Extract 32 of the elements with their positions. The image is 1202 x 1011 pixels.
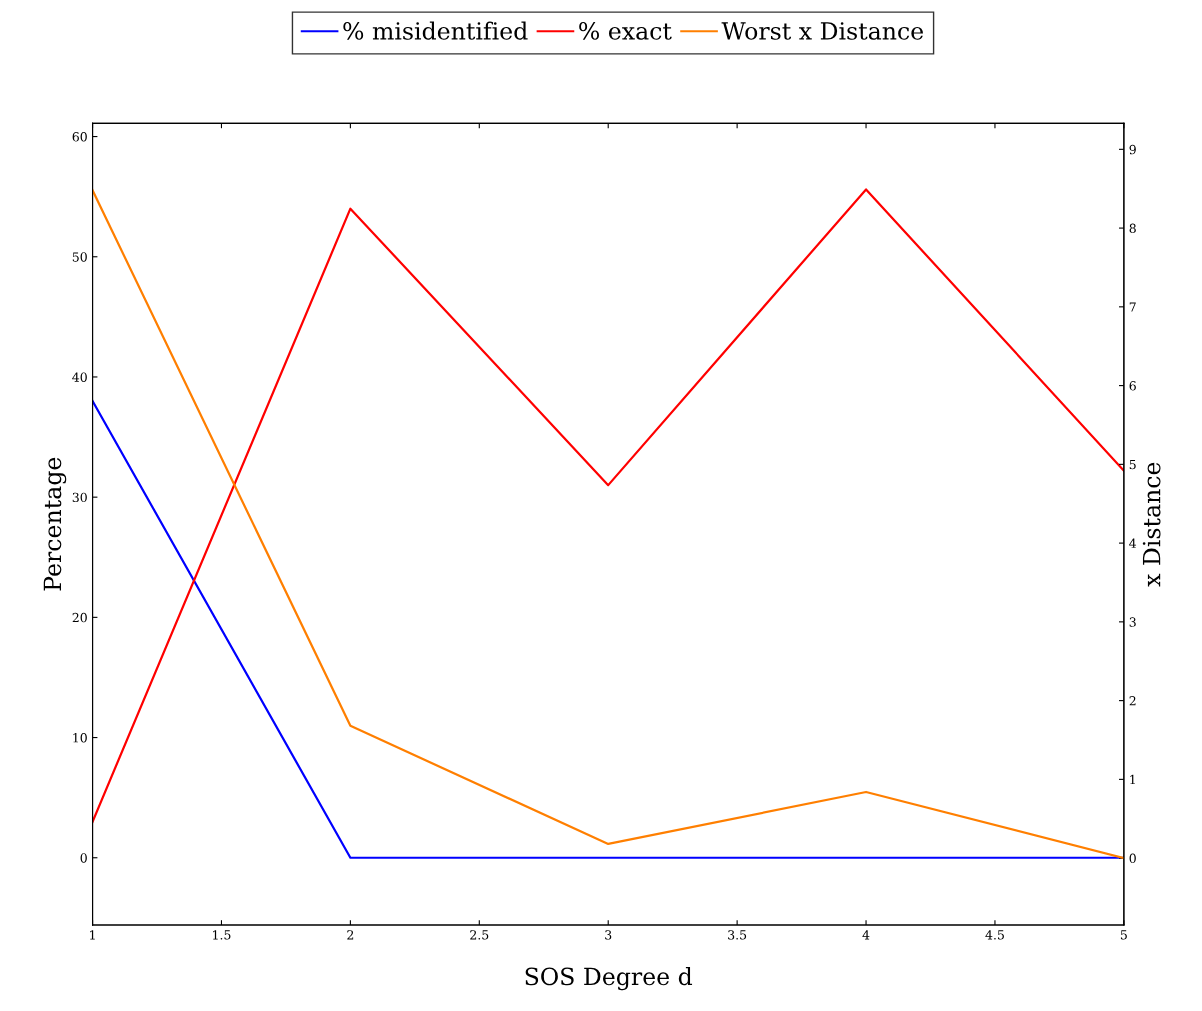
x-tick-label: 2.5 [470,930,489,940]
y-tick-label: 10 [73,733,87,743]
y-tick-label: 30 [72,492,87,503]
x-tick-label: 1.5 [213,930,231,940]
x-tick-label: 2 [347,930,354,940]
legend-label: Worst x Distance [721,22,923,40]
y2-tick-label: 7 [1129,302,1136,312]
y2-tick-label: 0 [1129,853,1136,864]
x-tick-label: 4.5 [985,930,1004,940]
x-tick-label: 3.5 [728,930,747,940]
legend-label: % exact [579,22,672,40]
x-axis-title: SOS Degree d [525,967,693,991]
x-tick-label: 1 [90,930,95,940]
y-axis-title: Percentage [43,457,67,591]
y-tick-label: 20 [72,612,87,623]
y2-tick-label: 5 [1129,459,1136,470]
y-tick-label: 40 [72,372,87,382]
legend-label: % misidentified [343,21,528,40]
y2-axis-title: x Distance [1142,462,1161,587]
y-tick-label: 50 [72,252,87,262]
y2-tick-label: 6 [1129,381,1136,391]
y2-tick-label: 3 [1129,617,1136,627]
y-tick-label: 60 [72,132,87,142]
y2-tick-label: 9 [1129,144,1136,155]
y2-tick-label: 1 [1130,774,1135,785]
y2-tick-label: 2 [1129,696,1136,706]
y-tick-label: 0 [80,853,87,863]
y2-tick-label: 8 [1129,223,1136,234]
x-tick-label: 3 [605,930,612,940]
y2-tick-label: 4 [1129,538,1137,548]
x-tick-label: 4 [862,930,870,940]
x-tick-label: 5 [1120,930,1127,940]
